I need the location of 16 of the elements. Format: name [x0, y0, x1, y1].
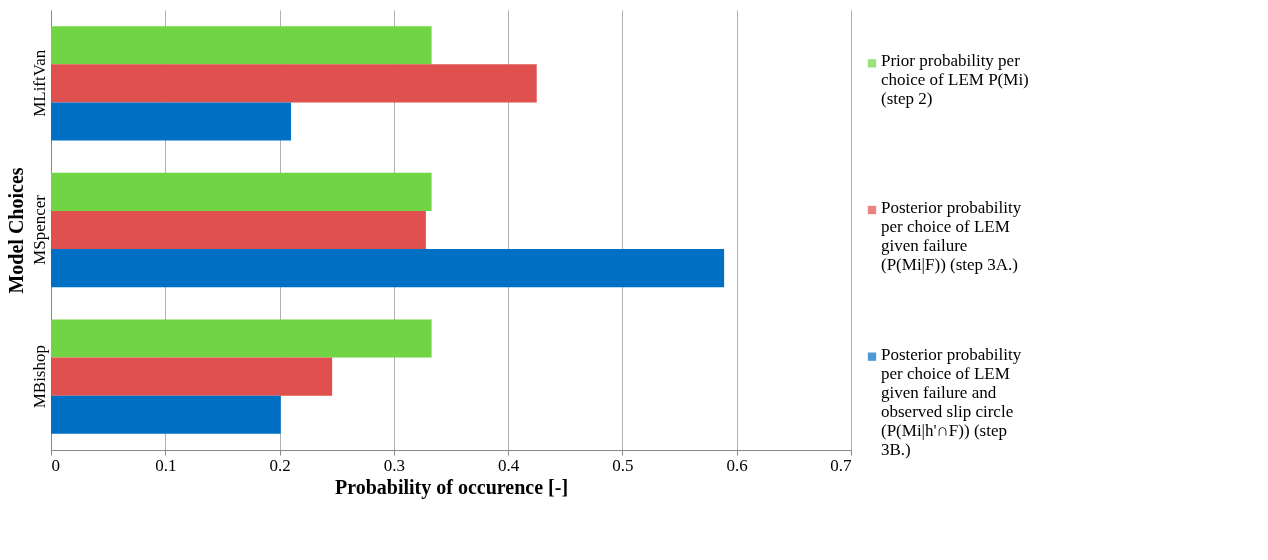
x-tick-label: 0.4	[498, 455, 520, 475]
x-tick-label: 0.5	[612, 455, 634, 475]
x-axis-title: Probability of occurence [-]	[334, 475, 569, 499]
legend-label: Posterior probability per choice of LEM given failure and observed slip circle (P(Mi|h'∩F)) (step 3B.)	[881, 344, 1022, 459]
y-tick-label: MLiftVan	[29, 49, 49, 117]
x-tick-label: 0.2	[269, 455, 291, 475]
y-tick-label: MBishop	[29, 345, 49, 409]
x-tick-label: 0.6	[726, 455, 748, 475]
x-tick-label: 0.3	[383, 455, 405, 475]
y-tick-label: MSpencer	[29, 194, 49, 265]
x-tick-label: 0.7	[830, 455, 852, 475]
legend-label: Prior probability per choice of LEM P(Mi) (step 2)	[881, 51, 1029, 109]
x-tick-label: 0.1	[155, 455, 177, 475]
legend-label: Posterior probability per choice of LEM given failure (P(Mi|F)) (step 3A.)	[881, 198, 1022, 274]
x-tick-label: 0	[51, 455, 60, 475]
y-axis-title: Model Choices	[4, 167, 27, 294]
